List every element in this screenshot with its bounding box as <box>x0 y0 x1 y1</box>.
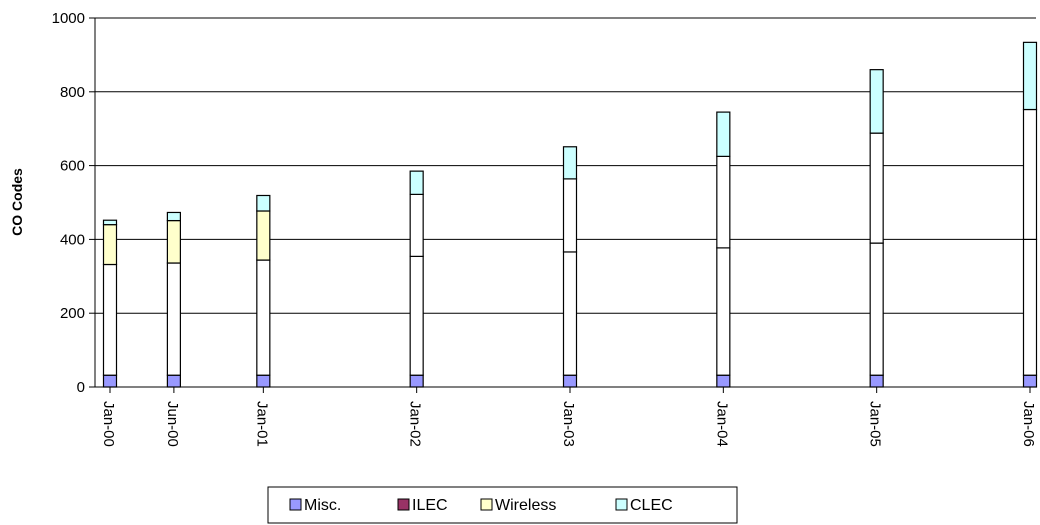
legend-swatch <box>397 498 410 511</box>
x-tick-label: Jan-03 <box>560 401 577 447</box>
y-axis-label: CO Codes <box>9 168 25 236</box>
legend-swatch <box>480 498 493 511</box>
x-tick-label: Jan-06 <box>1020 401 1037 447</box>
bar-segment-misc <box>256 374 271 388</box>
bar-segment-wireless <box>256 210 271 261</box>
bar-segment-clec <box>166 211 181 222</box>
bar-segment-unlabeled <box>562 251 578 376</box>
bar-segment-unlabeled <box>869 132 884 244</box>
bar-segment-unlabeled <box>716 247 731 376</box>
bar-segment-misc <box>166 374 181 388</box>
bar-segment-unlabeled <box>409 193 424 257</box>
y-tick-label: 200 <box>60 305 85 322</box>
x-tick-label: Jan-05 <box>867 401 884 447</box>
y-tick-labels: 0 200 400 600 800 1000 <box>52 10 85 396</box>
x-tick-label: Jan-00 <box>100 401 117 447</box>
legend-label: Wireless <box>495 497 556 514</box>
bar-segment-unlabeled <box>716 155 731 249</box>
legend-swatch <box>615 498 628 511</box>
bar-segment-misc <box>716 374 731 388</box>
bar-segment-wireless <box>166 219 181 264</box>
x-tick-label: Jun-00 <box>164 401 181 447</box>
x-tick-label: Jan-01 <box>253 401 270 447</box>
bar-segment-wireless <box>102 224 118 266</box>
legend-label: ILEC <box>412 497 448 514</box>
y-tick-label: 1000 <box>52 10 85 27</box>
y-tick-label: 400 <box>60 231 85 248</box>
bar-segment-clec <box>102 219 118 226</box>
bar-segment-clec <box>1022 41 1038 111</box>
legend: Misc. ILEC Wireless CLEC <box>267 486 738 524</box>
y-tick-label: 0 <box>77 379 85 396</box>
bar-segment-unlabeled <box>102 263 118 376</box>
legend-box <box>267 486 738 524</box>
bar-segment-unlabeled <box>869 242 884 376</box>
bar-segment-misc <box>869 374 884 388</box>
bar-segment-unlabeled <box>1022 108 1038 241</box>
bar-segment-unlabeled <box>409 255 424 376</box>
x-tick-label: Jan-02 <box>407 401 424 447</box>
bar-segment-clec <box>869 69 884 134</box>
x-tick-labels: Jan-00 Jun-00 Jan-01 Jan-02 Jan-03 Jan-04 Jan-… <box>100 401 1037 447</box>
axes <box>89 17 1036 393</box>
legend-label: CLEC <box>630 497 673 514</box>
bar-segment-misc <box>1022 374 1038 388</box>
y-tick-label: 800 <box>60 84 85 101</box>
bar-segment-clec <box>256 194 271 212</box>
bars <box>102 41 1038 388</box>
bar-segment-clec <box>409 170 424 195</box>
bar-segment-misc <box>409 374 424 388</box>
y-tick-label: 600 <box>60 158 85 175</box>
bar-segment-misc <box>562 374 578 388</box>
bar-segment-clec <box>562 146 578 180</box>
x-tick-label: Jan-04 <box>713 401 730 447</box>
bar-segment-unlabeled <box>256 259 271 376</box>
legend-label: Misc. <box>304 497 341 514</box>
bar-segment-unlabeled <box>562 178 578 253</box>
bar-segment-unlabeled <box>166 262 181 376</box>
legend-swatch <box>289 498 302 511</box>
bar-segment-unlabeled <box>1022 238 1038 376</box>
bar-segment-misc <box>102 374 118 388</box>
bar-segment-clec <box>716 111 731 157</box>
